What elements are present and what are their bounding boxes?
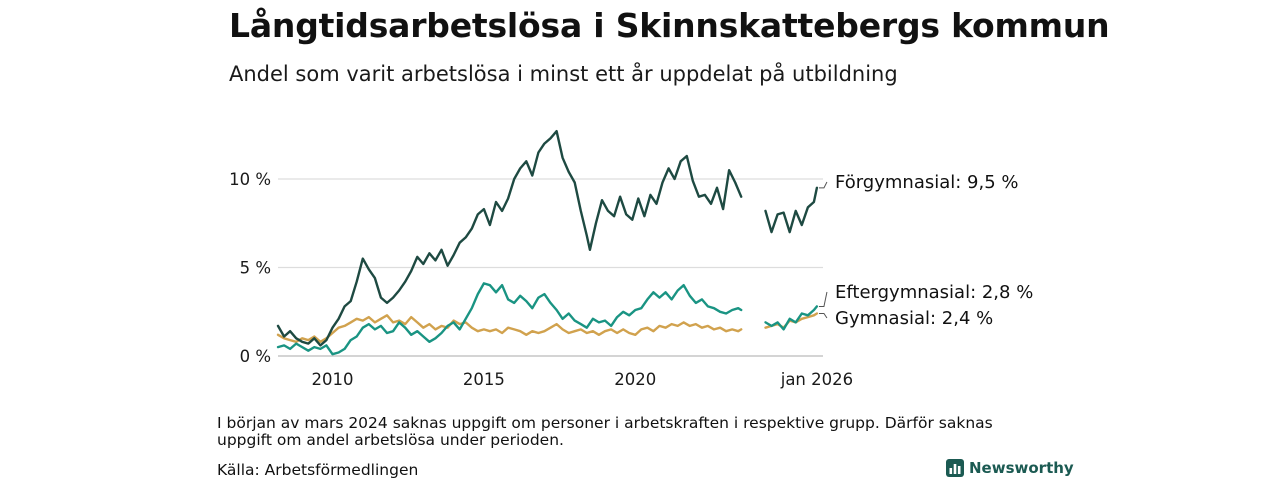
end-label-eftergymnasial: Eftergymnasial: 2,8 % — [835, 282, 1033, 303]
brand-name: Newsworthy — [969, 459, 1074, 477]
leader-line — [818, 291, 828, 307]
chart-title: Långtidsarbetslösa i Skinnskattebergs ko… — [229, 6, 1110, 45]
line-chart: 0 % 5 % 10 % 2010 2015 2020 jan 2026 Förgymna… — [229, 130, 1033, 389]
brand-logo[interactable]: Newsworthy — [946, 459, 1074, 477]
footnote: I början av mars 2024 saknas uppgift om … — [217, 414, 993, 449]
newsworthy-logo-icon — [946, 459, 964, 477]
chart-subtitle: Andel som varit arbetslösa i minst ett å… — [229, 62, 898, 86]
x-tick-label: jan 2026 — [780, 370, 853, 389]
series-lines — [276, 130, 819, 356]
series-line-eftergymnasial — [276, 282, 743, 356]
x-tick-label: 2010 — [312, 370, 354, 389]
series-line-förgymnasial — [764, 186, 819, 234]
leader-line — [818, 181, 828, 189]
series-line-gymnasial — [276, 314, 743, 343]
end-labels: Förgymnasial: 9,5 % Eftergymnasial: 2,8 %… — [818, 172, 1033, 329]
x-tick-label: 2020 — [614, 370, 656, 389]
y-axis-ticks: 0 % 5 % 10 % — [229, 170, 271, 366]
y-tick-label: 10 % — [229, 170, 271, 189]
x-axis-ticks: 2010 2015 2020 jan 2026 — [312, 370, 854, 389]
y-tick-label: 0 % — [240, 347, 271, 366]
leader-line — [818, 313, 828, 319]
series-line-förgymnasial — [276, 130, 743, 347]
y-tick-label: 5 % — [240, 259, 271, 278]
end-label-förgymnasial: Förgymnasial: 9,5 % — [835, 172, 1019, 193]
x-tick-label: 2015 — [463, 370, 505, 389]
series-line-eftergymnasial — [764, 305, 819, 331]
end-label-gymnasial: Gymnasial: 2,4 % — [835, 308, 993, 329]
source-credit: Källa: Arbetsförmedlingen — [217, 461, 419, 479]
